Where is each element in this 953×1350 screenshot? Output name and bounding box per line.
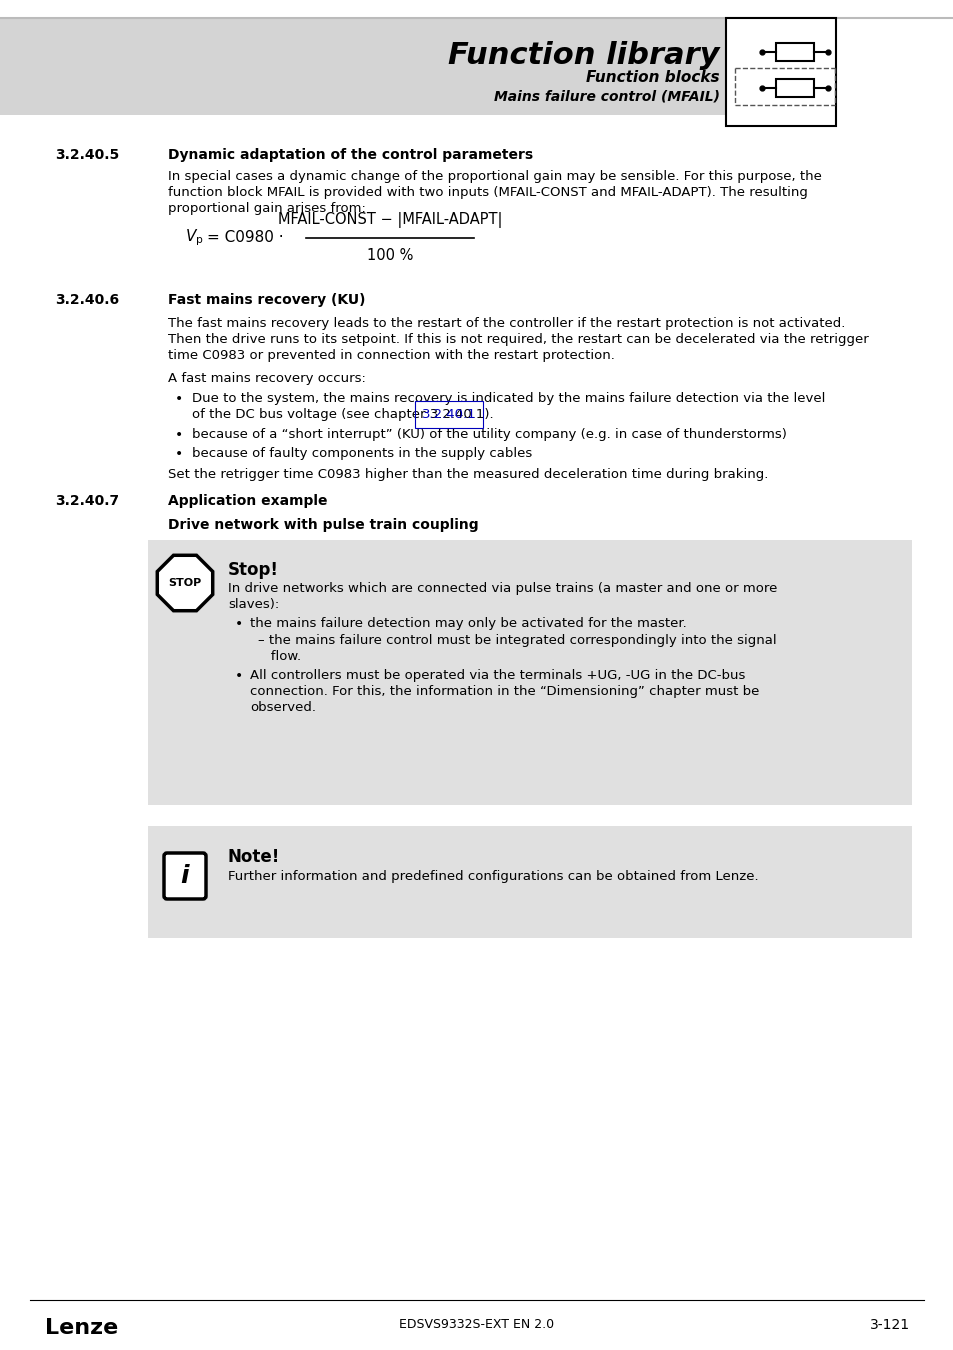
Text: Function blocks: Function blocks bbox=[586, 70, 720, 85]
Text: A fast mains recovery occurs:: A fast mains recovery occurs: bbox=[168, 373, 366, 385]
Text: 3.2.40.7: 3.2.40.7 bbox=[55, 494, 119, 508]
Text: – the mains failure control must be integrated correspondingly into the signal: – the mains failure control must be inte… bbox=[257, 634, 776, 647]
Text: because of faulty components in the supply cables: because of faulty components in the supp… bbox=[192, 447, 532, 460]
FancyBboxPatch shape bbox=[0, 18, 817, 115]
Text: because of a “short interrupt” (KU) of the utility company (e.g. in case of thun: because of a “short interrupt” (KU) of t… bbox=[192, 428, 786, 441]
Text: EDSVS9332S-EXT EN 2.0: EDSVS9332S-EXT EN 2.0 bbox=[399, 1318, 554, 1331]
FancyBboxPatch shape bbox=[725, 18, 835, 126]
Text: The fast mains recovery leads to the restart of the controller if the restart pr: The fast mains recovery leads to the res… bbox=[168, 317, 844, 329]
Text: 3.2.40.1: 3.2.40.1 bbox=[421, 408, 476, 421]
Text: All controllers must be operated via the terminals +UG, -UG in the DC-bus: All controllers must be operated via the… bbox=[250, 670, 744, 682]
Text: Dynamic adaptation of the control parameters: Dynamic adaptation of the control parame… bbox=[168, 148, 533, 162]
Text: STOP: STOP bbox=[168, 578, 201, 589]
Text: Set the retrigger time C0983 higher than the measured deceleration time during b: Set the retrigger time C0983 higher than… bbox=[168, 468, 767, 481]
Text: = C0980 ·: = C0980 · bbox=[207, 231, 283, 246]
Text: connection. For this, the information in the “Dimensioning” chapter must be: connection. For this, the information in… bbox=[250, 684, 759, 698]
Text: slaves):: slaves): bbox=[228, 598, 279, 612]
FancyBboxPatch shape bbox=[164, 853, 206, 899]
Polygon shape bbox=[157, 555, 213, 610]
Text: Application example: Application example bbox=[168, 494, 327, 508]
Text: flow.: flow. bbox=[257, 649, 301, 663]
Text: i: i bbox=[180, 864, 189, 888]
Text: Fast mains recovery (KU): Fast mains recovery (KU) bbox=[168, 293, 365, 306]
Text: function block MFAIL is provided with two inputs (MFAIL-CONST and MFAIL-ADAPT). : function block MFAIL is provided with tw… bbox=[168, 186, 807, 198]
Text: the mains failure detection may only be activated for the master.: the mains failure detection may only be … bbox=[250, 617, 686, 630]
Text: Note!: Note! bbox=[228, 848, 280, 865]
Text: 3.2.40.6: 3.2.40.6 bbox=[55, 293, 119, 306]
Text: Lenze: Lenze bbox=[45, 1318, 118, 1338]
Text: time C0983 or prevented in connection with the restart protection.: time C0983 or prevented in connection wi… bbox=[168, 350, 615, 362]
FancyBboxPatch shape bbox=[148, 826, 911, 938]
Text: of the DC bus voltage (see chapter 3.2.40.1).: of the DC bus voltage (see chapter 3.2.4… bbox=[192, 408, 493, 421]
Text: Due to the system, the mains recovery is indicated by the mains failure detectio: Due to the system, the mains recovery is… bbox=[192, 392, 824, 405]
Text: Further information and predefined configurations can be obtained from Lenze.: Further information and predefined confi… bbox=[228, 869, 758, 883]
Text: proportional gain arises from:: proportional gain arises from: bbox=[168, 202, 366, 215]
FancyBboxPatch shape bbox=[775, 80, 813, 97]
Text: •: • bbox=[234, 670, 243, 683]
Text: Drive network with pulse train coupling: Drive network with pulse train coupling bbox=[168, 518, 478, 532]
Text: •: • bbox=[174, 428, 183, 441]
Text: Mains failure control (MFAIL): Mains failure control (MFAIL) bbox=[494, 90, 720, 104]
Text: 3-121: 3-121 bbox=[869, 1318, 909, 1332]
Text: •: • bbox=[174, 447, 183, 460]
Text: MFAIL-CONST − |MFAIL-ADAPT|: MFAIL-CONST − |MFAIL-ADAPT| bbox=[277, 212, 501, 228]
Text: observed.: observed. bbox=[250, 701, 315, 714]
Text: Then the drive runs to its setpoint. If this is not required, the restart can be: Then the drive runs to its setpoint. If … bbox=[168, 333, 868, 346]
FancyBboxPatch shape bbox=[148, 540, 911, 805]
FancyBboxPatch shape bbox=[775, 43, 813, 61]
Text: •: • bbox=[234, 617, 243, 630]
Text: In drive networks which are connected via pulse trains (a master and one or more: In drive networks which are connected vi… bbox=[228, 582, 777, 595]
Text: •: • bbox=[174, 392, 183, 406]
Text: $V_\mathrm{p}$: $V_\mathrm{p}$ bbox=[185, 228, 204, 248]
Text: 3.2.40.5: 3.2.40.5 bbox=[55, 148, 119, 162]
Text: In special cases a dynamic change of the proportional gain may be sensible. For : In special cases a dynamic change of the… bbox=[168, 170, 821, 184]
Text: 100 %: 100 % bbox=[366, 248, 413, 263]
Text: Function library: Function library bbox=[448, 40, 720, 69]
Text: Stop!: Stop! bbox=[228, 562, 278, 579]
